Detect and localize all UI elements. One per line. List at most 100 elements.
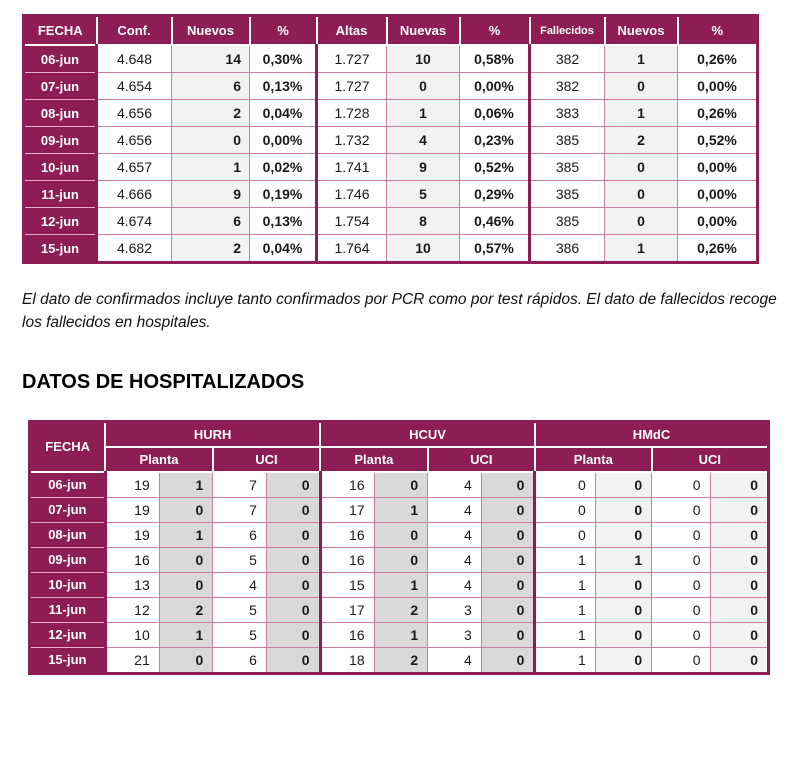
- value-cell: 0,13%: [249, 72, 317, 100]
- hospital-row: 07-jun 19 0 7 0 17 1 4 0 0 0 0 0: [29, 496, 770, 523]
- value-cell: 0,00%: [677, 180, 758, 208]
- value-cell: 1: [158, 521, 214, 548]
- value-cell: 1.728: [315, 99, 387, 127]
- value-cell: 9: [171, 180, 250, 208]
- value-cell: 4.656: [96, 126, 172, 154]
- value-cell: 10: [386, 44, 460, 73]
- value-cell: 0: [604, 153, 678, 181]
- value-cell: 4.657: [96, 153, 172, 181]
- header-hurh-planta: Planta: [104, 445, 214, 473]
- header-hmdc-planta: Planta: [533, 445, 653, 473]
- value-cell: 1: [373, 571, 429, 598]
- value-cell: 1: [604, 44, 678, 73]
- value-cell: 16: [318, 471, 375, 498]
- value-cell: 386: [528, 234, 605, 263]
- value-cell: 0: [594, 471, 653, 498]
- value-cell: 0: [651, 571, 711, 598]
- summary-row: 12-jun 4.674 6 0,13% 1.754 8 0,46% 385 0 0,00%: [23, 207, 758, 235]
- value-cell: 10: [386, 234, 460, 263]
- value-cell: 1: [171, 153, 250, 181]
- value-cell: 1: [533, 546, 596, 573]
- date-cell: 11-jun: [23, 180, 98, 208]
- value-cell: 1.727: [315, 44, 387, 73]
- value-cell: 4: [427, 546, 482, 573]
- value-cell: 0: [651, 596, 711, 623]
- value-cell: 0: [709, 496, 770, 523]
- header-nuevos-conf: Nuevos: [170, 14, 251, 46]
- value-cell: 0,26%: [677, 44, 758, 73]
- value-cell: 0: [709, 596, 770, 623]
- value-cell: 0: [651, 646, 711, 674]
- value-cell: 0: [480, 521, 536, 548]
- value-cell: 0,23%: [459, 126, 530, 154]
- hospital-header-row-2: Planta UCI Planta UCI Planta UCI: [30, 445, 770, 473]
- date-cell: 15-jun: [29, 646, 107, 674]
- header-fallecidos: Fallecidos: [528, 14, 606, 46]
- value-cell: 4: [427, 646, 482, 674]
- value-cell: 0,00%: [249, 126, 317, 154]
- value-cell: 0: [533, 471, 596, 498]
- value-cell: 7: [212, 496, 267, 523]
- value-cell: 0,00%: [677, 72, 758, 100]
- covid-summary-table: FECHA Conf. Nuevos % Altas Nuevas % Fall…: [22, 14, 759, 264]
- value-cell: 0: [709, 571, 770, 598]
- value-cell: 0: [373, 521, 429, 548]
- value-cell: 0: [480, 621, 536, 648]
- value-cell: 1: [604, 234, 678, 263]
- value-cell: 10: [103, 621, 160, 648]
- value-cell: 2: [373, 596, 429, 623]
- value-cell: 18: [318, 646, 375, 674]
- value-cell: 2: [158, 596, 214, 623]
- value-cell: 0: [604, 72, 678, 100]
- value-cell: 0: [480, 496, 536, 523]
- value-cell: 2: [171, 99, 250, 127]
- value-cell: 19: [103, 521, 160, 548]
- value-cell: 15: [318, 571, 375, 598]
- value-cell: 0: [594, 571, 653, 598]
- header-hcuv-planta: Planta: [319, 445, 429, 473]
- value-cell: 0,04%: [249, 234, 317, 263]
- value-cell: 0,29%: [459, 180, 530, 208]
- value-cell: 1: [533, 571, 596, 598]
- date-cell: 10-jun: [29, 571, 107, 598]
- value-cell: 1.754: [315, 207, 387, 235]
- value-cell: 1: [373, 621, 429, 648]
- value-cell: 4.682: [96, 234, 172, 263]
- summary-row: 08-jun 4.656 2 0,04% 1.728 1 0,06% 383 1 0,26%: [23, 99, 758, 127]
- value-cell: 385: [528, 153, 605, 181]
- value-cell: 0,06%: [459, 99, 530, 127]
- header-confirmados: Conf.: [95, 14, 173, 46]
- value-cell: 0: [651, 546, 711, 573]
- value-cell: 0: [265, 471, 321, 498]
- date-cell: 07-jun: [23, 72, 98, 100]
- value-cell: 0,13%: [249, 207, 317, 235]
- value-cell: 12: [103, 596, 160, 623]
- value-cell: 0: [604, 180, 678, 208]
- value-cell: 1: [533, 621, 596, 648]
- value-cell: 1: [386, 99, 460, 127]
- value-cell: 0: [265, 521, 321, 548]
- value-cell: 7: [212, 471, 267, 498]
- value-cell: 4.656: [96, 99, 172, 127]
- value-cell: 1: [158, 471, 214, 498]
- value-cell: 0,58%: [459, 44, 530, 73]
- hospital-row: 06-jun 19 1 7 0 16 0 4 0 0 0 0 0: [29, 471, 770, 498]
- value-cell: 0: [158, 546, 214, 573]
- value-cell: 0: [651, 621, 711, 648]
- value-cell: 0: [594, 521, 653, 548]
- value-cell: 0: [265, 621, 321, 648]
- value-cell: 1: [594, 546, 653, 573]
- value-cell: 1.732: [315, 126, 387, 154]
- header-hcuv-uci: UCI: [426, 445, 536, 473]
- value-cell: 385: [528, 207, 605, 235]
- value-cell: 6: [212, 646, 267, 674]
- value-cell: 8: [386, 207, 460, 235]
- value-cell: 0: [480, 471, 536, 498]
- value-cell: 0,26%: [677, 234, 758, 263]
- value-cell: 0,46%: [459, 207, 530, 235]
- value-cell: 0: [594, 621, 653, 648]
- value-cell: 0,00%: [677, 207, 758, 235]
- value-cell: 16: [103, 546, 160, 573]
- value-cell: 19: [103, 496, 160, 523]
- value-cell: 0: [171, 126, 250, 154]
